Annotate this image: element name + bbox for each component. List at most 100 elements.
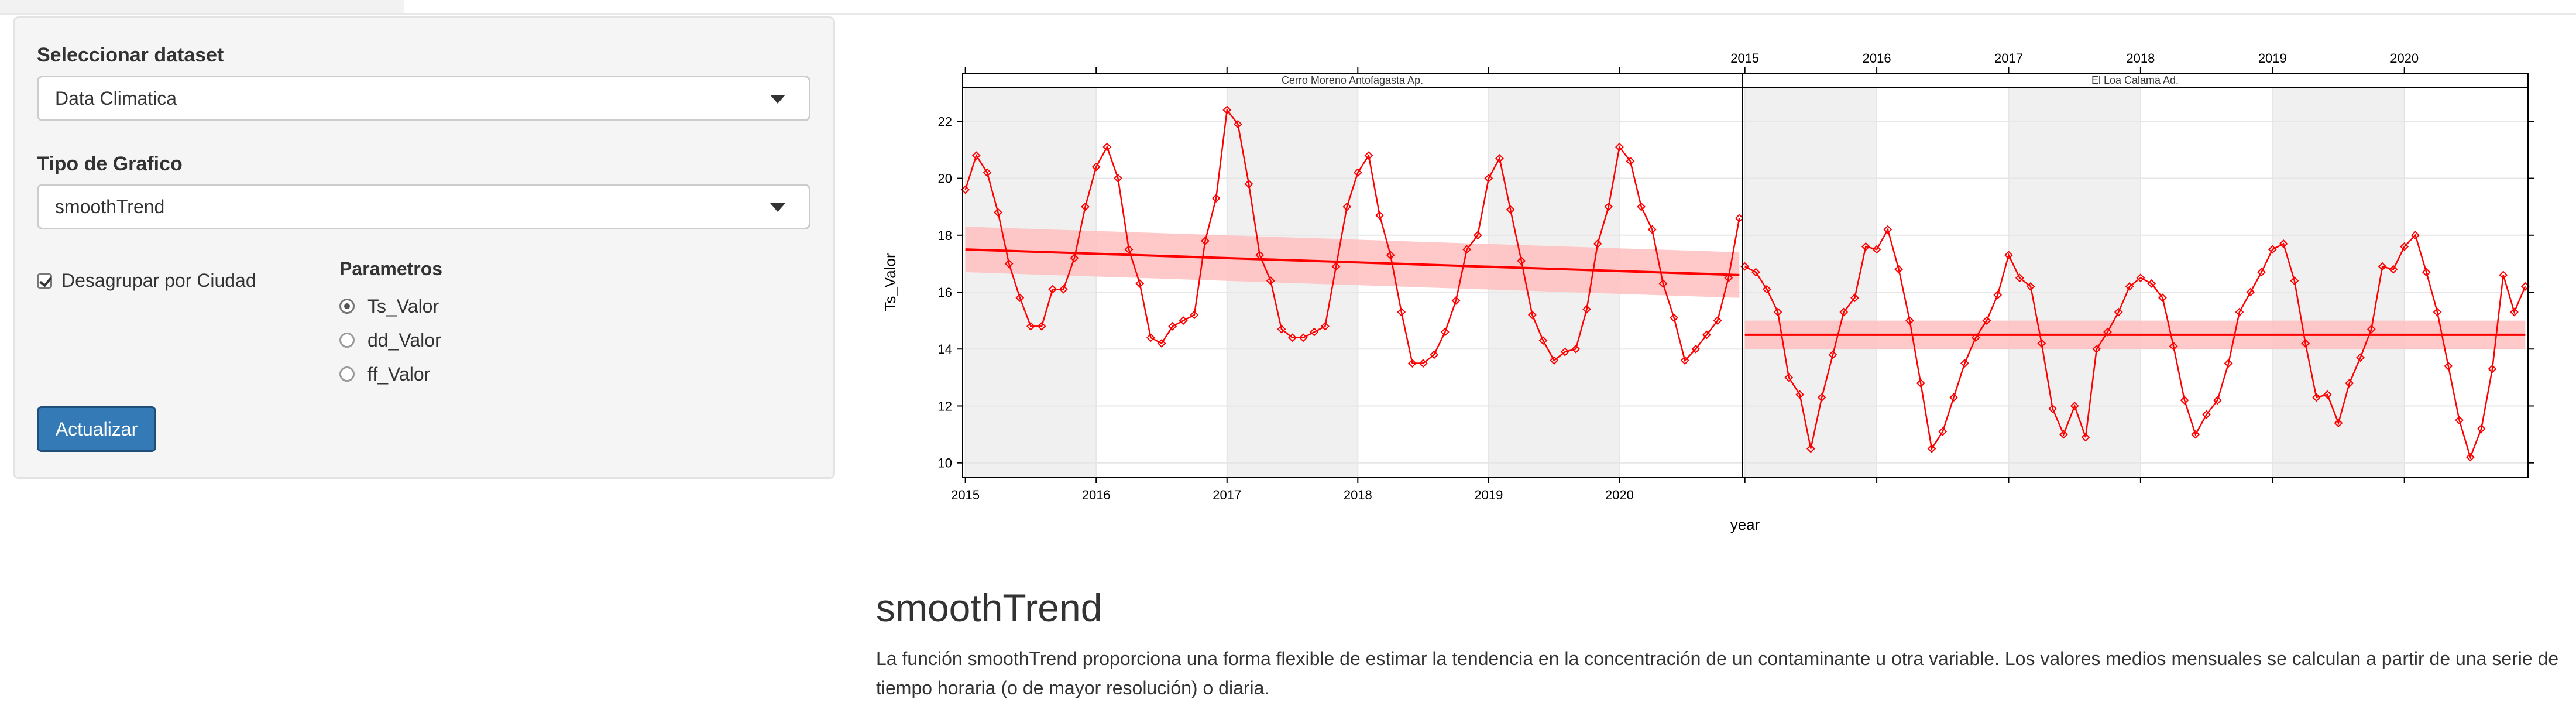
data-point (1550, 356, 1559, 365)
data-point (1894, 265, 1904, 274)
data-point (1222, 105, 1232, 115)
params-title: Parametros (339, 258, 443, 279)
x-tick-label: 2017 (1213, 488, 1241, 502)
radio-option[interactable]: Ts_Valor (339, 289, 442, 323)
data-point (1762, 285, 1771, 294)
x-tick-label: 2018 (2126, 51, 2155, 66)
data-point (2389, 265, 2398, 274)
data-point (1637, 202, 1646, 211)
data-point (1440, 327, 1450, 337)
data-point (1233, 119, 1242, 129)
data-point (1506, 205, 1515, 214)
data-point (1484, 174, 1493, 183)
data-point (2400, 242, 2409, 251)
data-point (1201, 237, 1210, 245)
data-point (2180, 396, 2189, 405)
data-point (2312, 393, 2321, 402)
data-point (1255, 251, 1265, 260)
x-axis-label: year (1730, 516, 1760, 533)
data-point (1850, 293, 1859, 303)
data-point (1288, 333, 1297, 342)
data-point (971, 151, 981, 160)
radio-button[interactable] (339, 299, 355, 314)
panel-strip (1742, 73, 2529, 88)
trend-line (965, 248, 1740, 276)
data-point (2004, 251, 2013, 260)
update-button[interactable]: Actualizar (37, 406, 156, 452)
data-point (1751, 268, 1760, 277)
chevron-down-icon (770, 203, 785, 212)
data-point (1571, 344, 1581, 354)
data-point (1190, 310, 1199, 320)
data-point (2202, 410, 2211, 419)
data-point (2356, 353, 2365, 362)
series-line (964, 108, 1740, 364)
data-point (1375, 211, 1384, 220)
y-tick-label: 20 (938, 172, 952, 186)
data-point (1070, 253, 1079, 263)
radio-button[interactable] (339, 366, 355, 382)
data-point (2070, 402, 2079, 410)
data-point (2191, 430, 2200, 439)
data-point (2224, 359, 2233, 368)
radio-option[interactable]: ff_Valor (339, 357, 442, 391)
data-point (1713, 316, 1722, 325)
data-point (2081, 433, 2090, 442)
data-point (2301, 339, 2310, 348)
data-point (1310, 327, 1319, 337)
data-point (1321, 321, 1330, 331)
data-point (1905, 316, 1914, 325)
data-point (2103, 327, 2112, 337)
data-point (2279, 239, 2288, 248)
data-point (2235, 307, 2244, 317)
data-point (1430, 350, 1439, 359)
data-point (994, 208, 1002, 217)
year-shade-band (2008, 87, 2141, 477)
ungroup-checkbox-row[interactable]: Desagrupar por Ciudad (37, 270, 256, 292)
data-point (2422, 268, 2431, 277)
y-tick-label: 16 (938, 285, 952, 300)
radio-label: ff_Valor (367, 363, 431, 385)
data-point (2125, 282, 2134, 291)
data-point (1691, 344, 1701, 354)
data-point (2378, 262, 2387, 271)
data-point (2455, 416, 2464, 425)
ungroup-label: Desagrupar por Ciudad (61, 270, 256, 291)
data-point (2059, 430, 2068, 439)
radio-button[interactable] (339, 333, 355, 348)
data-point (1604, 202, 1613, 211)
data-point (2257, 268, 2266, 277)
chart-type-select[interactable]: smoothTrend (37, 184, 810, 229)
data-point (1244, 179, 1253, 189)
ungroup-checkbox[interactable] (37, 273, 52, 289)
data-point (1418, 359, 1428, 368)
series-line (1744, 227, 2526, 460)
data-point (1828, 350, 1837, 359)
data-point (2499, 270, 2508, 280)
data-point (2465, 453, 2475, 462)
smooth-trend-chart: Cerro Moreno Antofagasta Ap.2015 2016 2017… (881, 51, 2534, 533)
params-radio-group: Parametros Ts_Valor dd_Valor ff_Valor (339, 258, 442, 391)
data-point (2477, 424, 2486, 433)
data-point (1916, 379, 1925, 388)
dataset-select[interactable]: Data Climatica (37, 76, 810, 121)
radio-option[interactable]: dd_Valor (339, 323, 442, 357)
data-point (1593, 239, 1602, 248)
data-point (2268, 245, 2277, 254)
data-point (1004, 259, 1014, 268)
x-tick-label: 2015 (1730, 51, 1759, 66)
data-point (1817, 393, 1826, 402)
data-point (1091, 162, 1101, 172)
data-point (1724, 273, 1733, 283)
nav-divider (0, 13, 2576, 15)
data-point (2323, 390, 2332, 399)
data-point (2015, 273, 2024, 283)
data-point (1026, 321, 1035, 331)
data-point (2444, 361, 2453, 371)
data-point (1615, 142, 1624, 152)
panel-frame (1742, 73, 2529, 478)
data-point (2411, 231, 2420, 240)
data-point (1982, 316, 1991, 325)
data-point (1179, 316, 1188, 325)
data-point (1806, 444, 1815, 453)
